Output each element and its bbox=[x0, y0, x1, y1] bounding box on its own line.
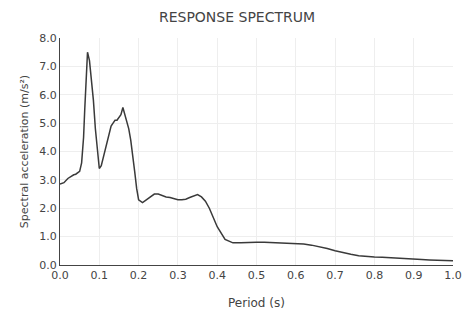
svg-text:4.0: 4.0 bbox=[39, 145, 57, 158]
svg-text:Period (s): Period (s) bbox=[228, 296, 285, 310]
svg-text:2.0: 2.0 bbox=[39, 202, 57, 215]
svg-text:Spectral acceleration (m/s²): Spectral acceleration (m/s²) bbox=[18, 75, 31, 228]
svg-text:RESPONSE SPECTRUM: RESPONSE SPECTRUM bbox=[159, 9, 315, 25]
svg-text:0.0: 0.0 bbox=[51, 269, 69, 282]
svg-text:0.2: 0.2 bbox=[130, 269, 148, 282]
svg-text:3.0: 3.0 bbox=[39, 174, 57, 187]
svg-text:0.7: 0.7 bbox=[326, 269, 344, 282]
svg-text:0.8: 0.8 bbox=[366, 269, 384, 282]
svg-text:0.6: 0.6 bbox=[287, 269, 305, 282]
svg-text:0.9: 0.9 bbox=[405, 269, 423, 282]
svg-text:0.5: 0.5 bbox=[248, 269, 266, 282]
svg-text:1.0: 1.0 bbox=[444, 269, 462, 282]
svg-text:5.0: 5.0 bbox=[39, 117, 57, 130]
svg-text:7.0: 7.0 bbox=[39, 60, 57, 73]
svg-text:6.0: 6.0 bbox=[39, 89, 57, 102]
svg-text:0.0: 0.0 bbox=[39, 259, 57, 272]
svg-text:0.3: 0.3 bbox=[169, 269, 187, 282]
svg-text:0.4: 0.4 bbox=[208, 269, 226, 282]
svg-text:0.1: 0.1 bbox=[91, 269, 109, 282]
svg-text:1.0: 1.0 bbox=[39, 230, 57, 243]
svg-text:8.0: 8.0 bbox=[39, 32, 57, 45]
